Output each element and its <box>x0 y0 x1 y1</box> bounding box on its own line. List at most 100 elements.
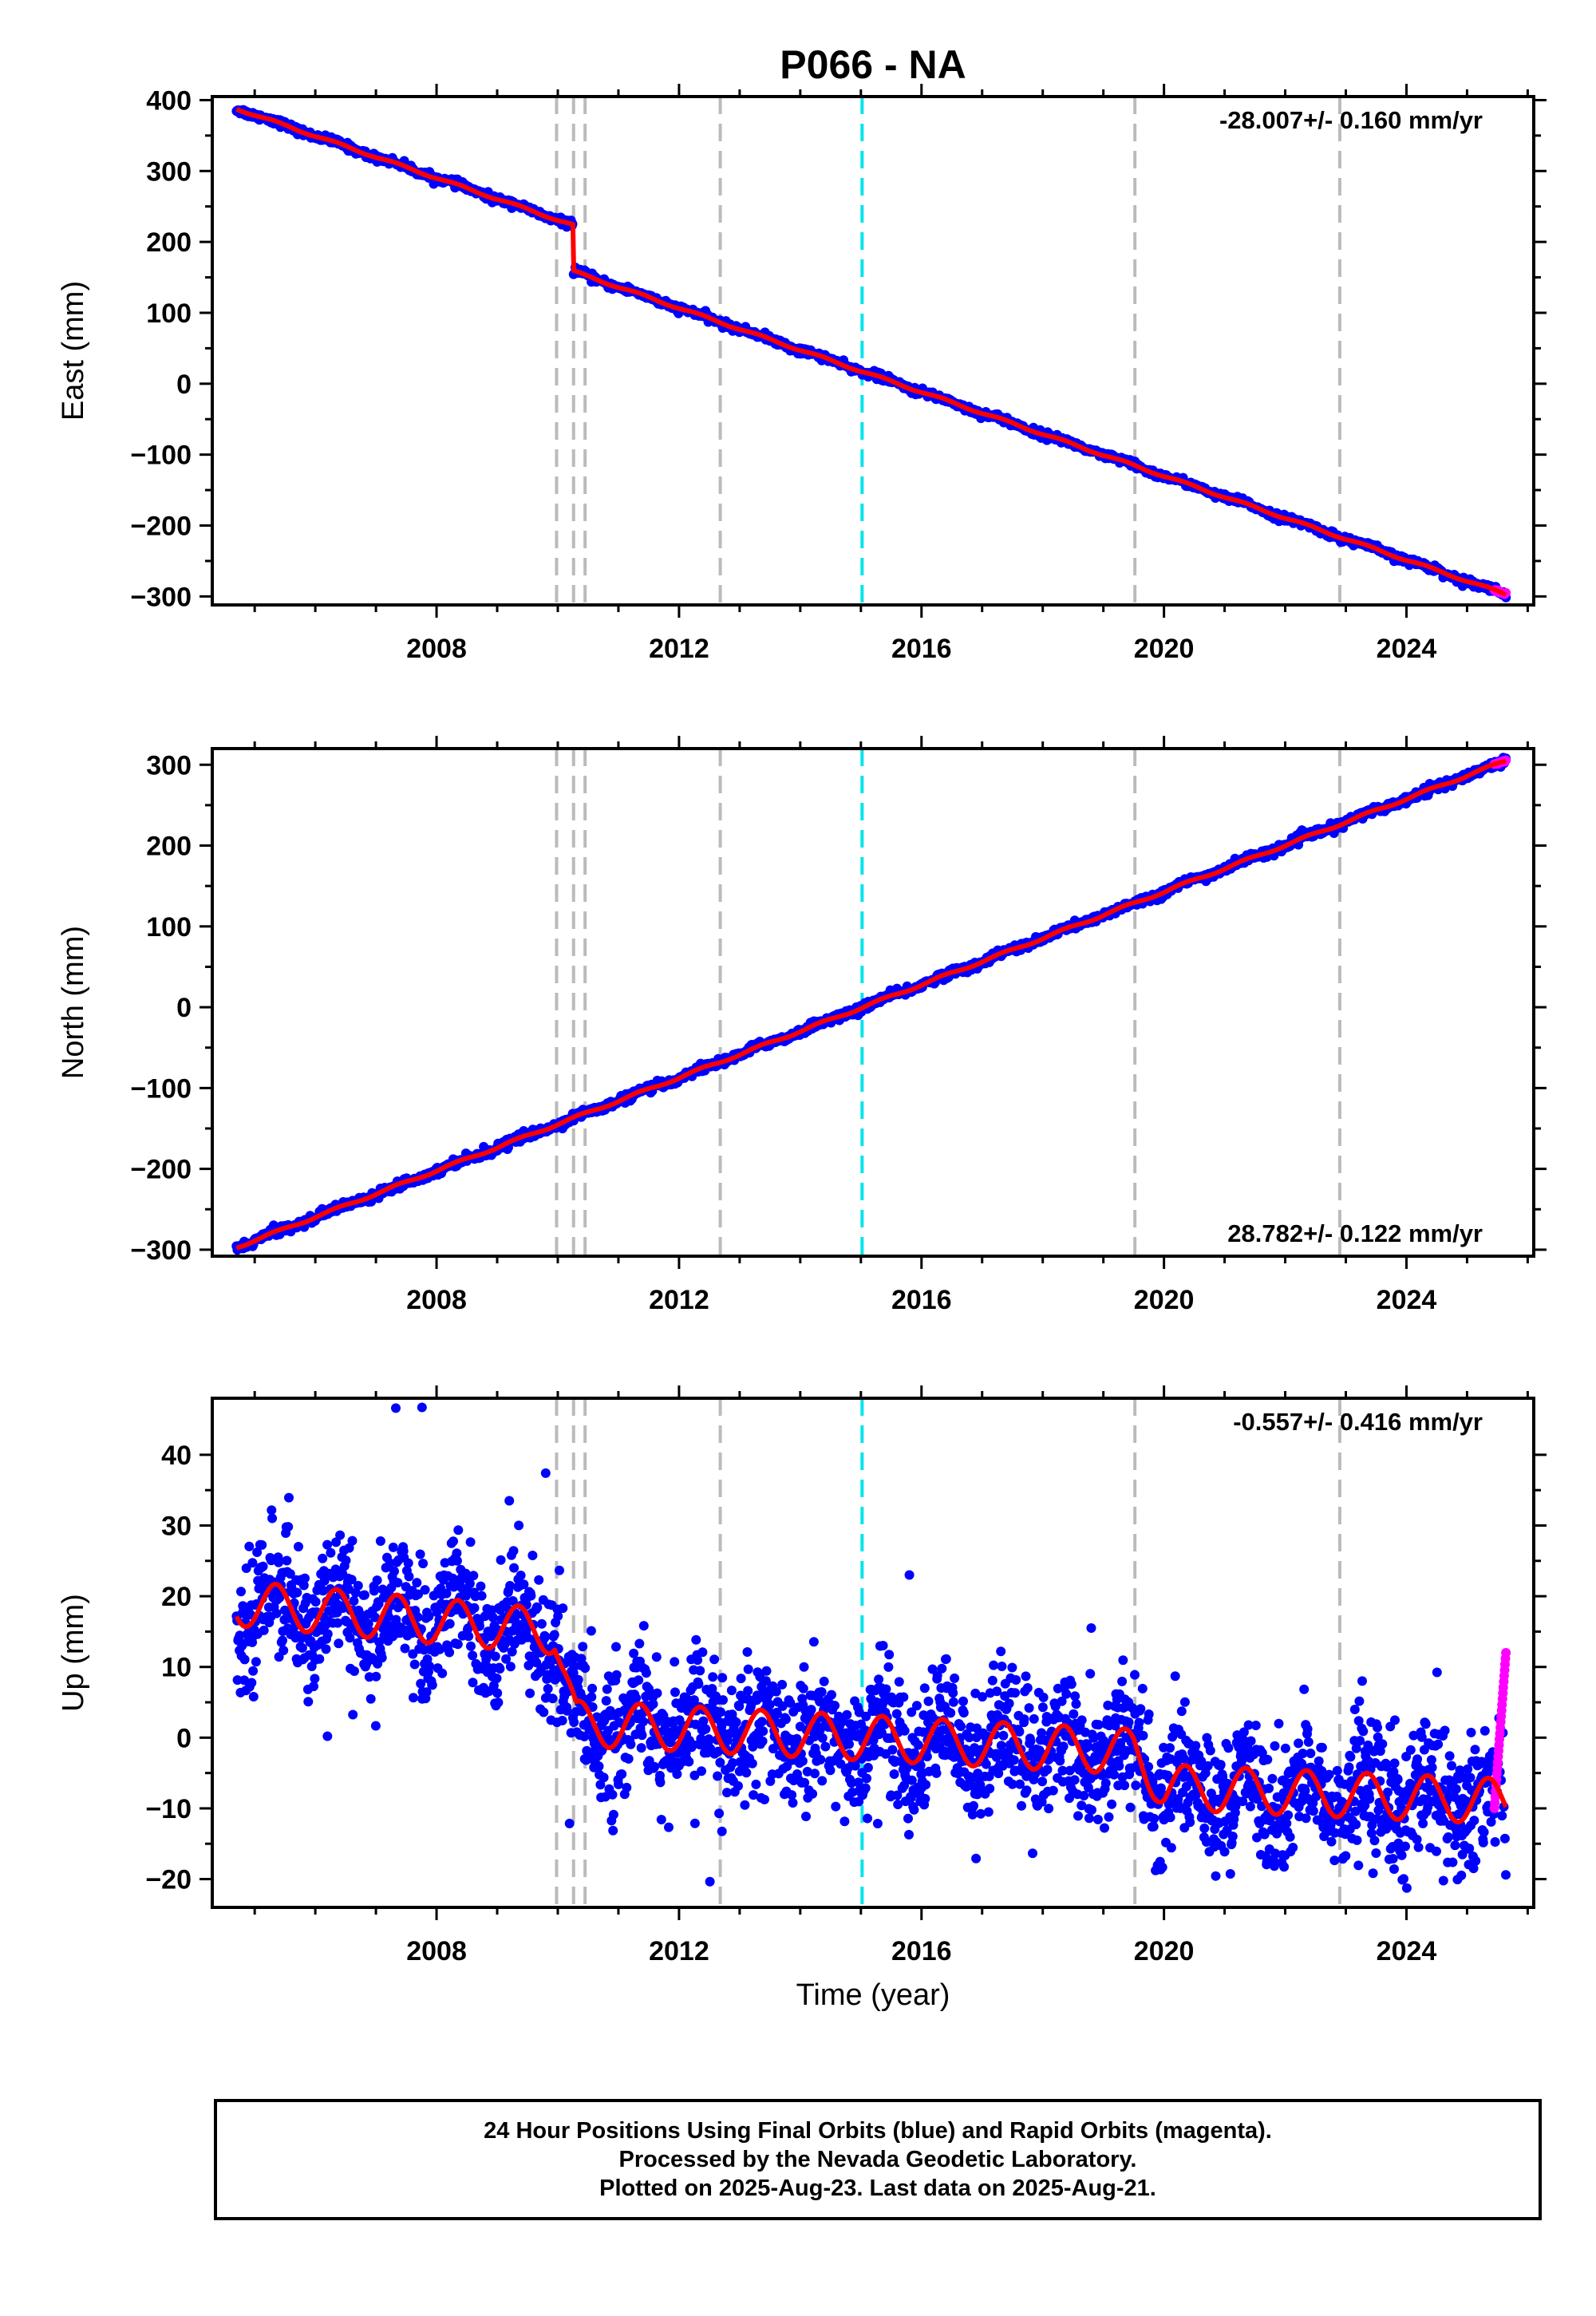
data-point-final <box>670 1657 680 1667</box>
data-point-final <box>717 1673 728 1683</box>
data-point-final <box>611 1642 621 1652</box>
data-point-final <box>549 1630 559 1640</box>
data-point-final <box>705 1876 715 1887</box>
data-point-final <box>370 1721 381 1731</box>
data-point-final <box>1010 1688 1020 1698</box>
data-point-final <box>244 1541 255 1551</box>
data-point-final <box>1017 1800 1026 1811</box>
data-point-final <box>948 1697 958 1707</box>
data-point-final <box>808 1637 819 1647</box>
data-point-final <box>946 1708 956 1718</box>
data-point-final <box>532 1603 543 1613</box>
model-curve-north <box>235 758 1507 1251</box>
data-point-final <box>743 1664 753 1674</box>
data-point-final <box>891 1709 902 1719</box>
data-point-final <box>1066 1679 1077 1690</box>
data-point-final <box>601 1696 611 1706</box>
data-point-final <box>372 1575 382 1586</box>
data-point-final <box>547 1694 558 1704</box>
data-points-up <box>231 1402 1511 1907</box>
data-point-final <box>996 1646 1006 1657</box>
data-point-final <box>743 1686 753 1696</box>
data-point-final <box>816 1687 827 1697</box>
data-point-final <box>1042 1765 1053 1775</box>
data-point-final <box>664 1822 674 1832</box>
data-point-final <box>365 1694 376 1704</box>
data-point-final <box>638 1621 649 1631</box>
data-point-final <box>564 1818 575 1828</box>
data-point-final <box>321 1644 331 1654</box>
data-point-final <box>418 1559 429 1569</box>
data-point-final <box>555 1565 564 1575</box>
data-point-final <box>1011 1675 1021 1685</box>
data-point-final <box>631 1693 642 1703</box>
data-point-final <box>704 1734 714 1745</box>
data-point-final <box>297 1642 307 1653</box>
data-point-final <box>623 1753 634 1764</box>
data-point-final <box>1021 1671 1031 1682</box>
data-point-final <box>348 1709 358 1720</box>
data-point-final <box>1037 1777 1048 1787</box>
data-point-final <box>1021 1785 1032 1796</box>
rate-label: 28.782+/- 0.122 mm/yr <box>1227 1219 1483 1247</box>
data-point-final <box>509 1563 519 1573</box>
data-point-final <box>274 1557 284 1567</box>
data-point-final <box>318 1553 328 1563</box>
data-point-final <box>830 1701 840 1711</box>
data-point-final <box>303 1697 314 1707</box>
data-point-final <box>950 1673 960 1683</box>
data-point-final <box>488 1612 498 1622</box>
data-point-final <box>987 1675 998 1686</box>
data-point-final <box>350 1666 359 1676</box>
data-point-final <box>1061 1689 1072 1699</box>
data-point-final <box>817 1733 828 1743</box>
data-point-final <box>741 1768 752 1778</box>
data-point-final <box>400 1643 410 1654</box>
data-point-final <box>810 1769 820 1779</box>
data-point-final <box>594 1761 604 1772</box>
data-point-final <box>747 1758 757 1769</box>
data-point-final <box>777 1679 788 1690</box>
data-point-final <box>468 1678 478 1688</box>
data-point-final <box>608 1809 618 1820</box>
data-point-final <box>651 1652 662 1662</box>
data-point-final <box>693 1655 703 1666</box>
data-point-final <box>278 1635 287 1646</box>
data-point-final <box>492 1688 503 1698</box>
data-point-final <box>607 1789 618 1800</box>
data-point-final <box>282 1555 292 1566</box>
data-point-final <box>983 1807 994 1817</box>
y-axis-label: East (mm) <box>57 281 90 421</box>
data-point-final <box>819 1676 829 1686</box>
data-point-final <box>883 1662 894 1672</box>
data-point-final <box>757 1736 768 1746</box>
data-point-final <box>452 1639 463 1650</box>
data-point-final <box>608 1825 618 1836</box>
model-curve-east <box>235 107 1507 597</box>
data-point-final <box>492 1674 502 1683</box>
data-point-final <box>369 1586 379 1596</box>
data-point-final <box>469 1603 480 1613</box>
data-point-final <box>322 1539 333 1550</box>
data-point-final <box>708 1672 718 1682</box>
data-point-final <box>742 1647 753 1657</box>
data-point-final <box>903 1813 913 1824</box>
data-point-final <box>731 1717 741 1728</box>
plot-area-up <box>231 1398 1511 1907</box>
data-point-final <box>872 1819 883 1828</box>
y-tick-label: −300 <box>130 1235 192 1266</box>
data-point-final <box>989 1660 999 1670</box>
data-point-final <box>709 1654 720 1665</box>
data-point-final <box>586 1626 596 1636</box>
data-point-final <box>279 1646 289 1655</box>
y-tick-label: −100 <box>130 441 192 471</box>
data-point-final <box>757 1717 767 1727</box>
data-point-final <box>543 1684 553 1694</box>
data-point-final <box>736 1674 746 1684</box>
x-tick-label: 2024 <box>1377 634 1437 664</box>
panel-north: 2008 2012 2016 2020 20243002001000−100−200−3… <box>57 736 1547 1315</box>
data-point-final <box>921 1780 931 1790</box>
data-point-final <box>958 1696 968 1706</box>
data-point-final <box>941 1654 951 1664</box>
data-point-final <box>614 1779 623 1789</box>
